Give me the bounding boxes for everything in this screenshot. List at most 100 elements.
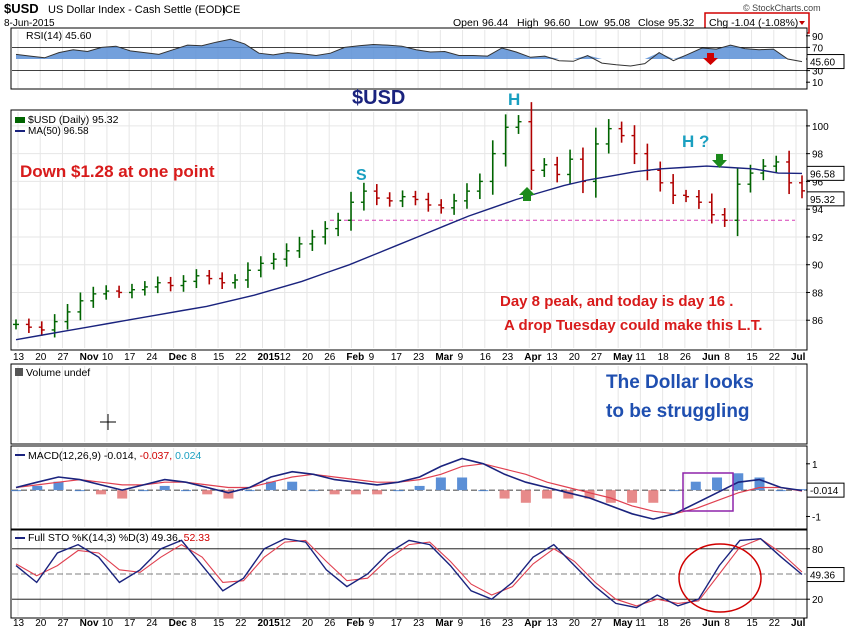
chevron-down-icon[interactable] xyxy=(799,21,805,25)
rsi-last-value-tag xyxy=(806,54,845,70)
price-bar xyxy=(141,281,148,296)
macd-histogram-bar xyxy=(117,490,128,499)
price-bar xyxy=(296,236,303,258)
red-down-arrow-icon xyxy=(703,53,718,65)
macd-histogram-bar xyxy=(287,481,298,491)
macd-histogram-bar xyxy=(138,490,149,492)
x-tick-label: 26 xyxy=(324,352,336,363)
x-tick-label: 8 xyxy=(724,618,730,629)
price-bar xyxy=(670,174,677,205)
x-tick-label: 8 xyxy=(191,618,197,629)
sto-k-line xyxy=(15,537,803,609)
x-tick-label: 27 xyxy=(591,618,603,629)
price-bar xyxy=(283,243,290,267)
price-bar xyxy=(38,321,45,336)
x-tick-label: 22 xyxy=(769,352,781,363)
head-h-label: H xyxy=(508,90,520,109)
sto-last-value: 49.36 xyxy=(810,571,835,582)
price-bar xyxy=(64,303,71,330)
x-tick-label: Nov xyxy=(80,618,99,629)
ma-last-value-tag xyxy=(806,165,845,181)
price-bar xyxy=(348,191,355,231)
x-tick-label: 22 xyxy=(235,352,247,363)
price-bar xyxy=(386,192,393,207)
shoulder-s-label: S xyxy=(356,167,367,184)
x-tick-label: 16 xyxy=(480,352,492,363)
high-value: 96.60 xyxy=(544,17,570,29)
x-tick-label: 10 xyxy=(102,352,114,363)
macd-histogram-bar xyxy=(414,485,425,491)
watermark: © StockCharts.com xyxy=(743,3,821,13)
x-tick-label: Mar xyxy=(435,352,453,363)
price-bar xyxy=(541,158,548,177)
volume-panel: Volume undef xyxy=(15,366,797,442)
x-tick-label: 9 xyxy=(369,352,375,363)
price-bar xyxy=(438,199,445,214)
x-tick-label: 11 xyxy=(635,352,646,363)
price-panel: 86 88 90 92 94 96 98 100 96.58 95.32 $USD (Daily) … xyxy=(12,102,845,348)
macd-histogram-bar xyxy=(669,490,680,492)
price-bar xyxy=(128,283,135,299)
x-tick-label: May xyxy=(613,352,633,363)
x-tick-label: 9 xyxy=(369,618,375,629)
price-bar xyxy=(476,173,483,200)
close-last-value-tag xyxy=(806,191,845,207)
price-bar xyxy=(773,155,780,173)
rsi-tick-label-0: 10 xyxy=(812,78,824,89)
price-bar xyxy=(167,276,174,292)
price-bar xyxy=(760,159,767,181)
x-tick-label: 23 xyxy=(413,618,425,629)
price-title: $USD (Daily) 95.32 xyxy=(28,114,119,126)
price-tick-label-1: 88 xyxy=(812,288,824,299)
price-bar xyxy=(502,114,509,167)
dollar-note-line1: The Dollar looks xyxy=(606,372,754,393)
price-bar xyxy=(721,208,728,227)
rsi-last-value: 45.60 xyxy=(810,58,835,69)
price-bar xyxy=(528,102,535,190)
macd-histogram-bar xyxy=(584,490,595,499)
macd-panel-frame xyxy=(10,445,808,530)
chart-exchange: ICE xyxy=(222,4,240,16)
open-value: 96.44 xyxy=(482,17,508,29)
price-bar xyxy=(270,252,277,270)
x-tick-label: 18 xyxy=(658,618,670,629)
ohlc-summary: Open 96.44 High 96.60 Low 95.08 Close 95… xyxy=(453,17,694,29)
x-tick-label: Apr xyxy=(524,618,541,629)
price-bar xyxy=(206,269,213,285)
x-tick-label: Jul xyxy=(791,618,806,629)
chart-symbol: $USD xyxy=(4,1,39,16)
x-tick-label: 12 xyxy=(280,618,292,629)
x-tick-label: 17 xyxy=(124,618,136,629)
price-bar xyxy=(193,269,200,289)
price-bar xyxy=(154,276,161,294)
x-tick-label: 13 xyxy=(546,618,558,629)
chart-instrument-name: US Dollar Index - Cash Settle (EOD) xyxy=(48,4,226,16)
x-tick-label: 23 xyxy=(502,618,514,629)
rsi-title: RSI(14) 45.60 xyxy=(26,30,92,42)
rsi-tick-label-4: 90 xyxy=(812,32,824,43)
close-label: Close xyxy=(638,17,665,29)
macd-histogram-bar xyxy=(478,490,489,492)
macd-histogram-bar xyxy=(690,481,701,491)
x-tick-label: 13 xyxy=(13,618,25,629)
x-tick-label: Mar xyxy=(435,618,453,629)
macd-histogram-bar xyxy=(32,485,43,491)
x-tick-label: May xyxy=(613,618,633,629)
macd-histogram-bar xyxy=(244,490,255,492)
price-tick-label-4: 94 xyxy=(812,205,824,216)
x-tick-label: 13 xyxy=(13,352,25,363)
macd-last-value: -0.014 xyxy=(810,486,839,497)
usd-title-annotation: $USD xyxy=(352,87,405,109)
macd-histogram-bar xyxy=(435,477,446,491)
x-tick-label: 27 xyxy=(57,618,69,629)
price-bar xyxy=(605,119,612,154)
sto-tick-label-1: 80 xyxy=(812,545,824,556)
macd-histogram-bar xyxy=(605,490,616,503)
price-bar xyxy=(657,161,664,192)
x-tick-label: 17 xyxy=(391,618,403,629)
macd-histogram-bar xyxy=(775,490,786,492)
